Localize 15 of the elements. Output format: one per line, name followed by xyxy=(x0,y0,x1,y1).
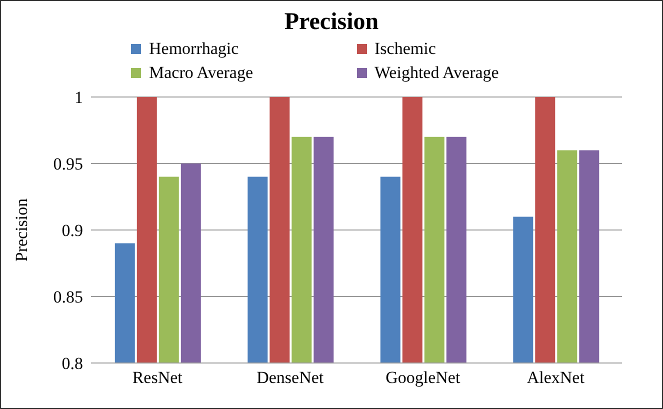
y-tick-label: 0.9 xyxy=(62,221,83,240)
x-tick-label: ResNet xyxy=(132,368,183,388)
y-tick-label: 0.95 xyxy=(53,154,83,174)
x-tick-label: DenseNet xyxy=(256,368,324,388)
legend-label: Weighted Average xyxy=(374,63,499,83)
x-tick-label: GoogleNet xyxy=(386,368,460,388)
legend-label: Ischemic xyxy=(374,39,436,59)
y-tick-label: 0.85 xyxy=(53,288,83,307)
legend-label: Hemorrhagic xyxy=(149,39,239,59)
y-tick-label: 0.8 xyxy=(62,354,83,374)
x-tick-label: AlexNet xyxy=(526,368,585,388)
legend-label: Macro Average xyxy=(149,63,253,83)
y-tick-label: 1 xyxy=(74,88,83,108)
chart-title: Precision xyxy=(283,9,380,37)
y-axis-title: Precision xyxy=(12,198,32,262)
